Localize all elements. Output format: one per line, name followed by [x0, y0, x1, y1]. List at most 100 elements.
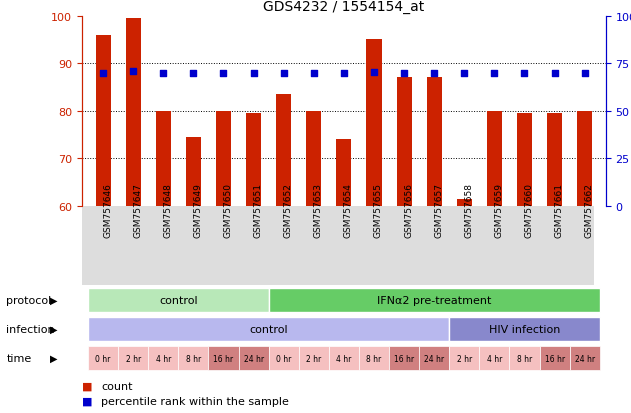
Text: GSM757662: GSM757662 [585, 183, 594, 238]
Text: ■: ■ [82, 396, 93, 406]
Point [128, 68, 138, 75]
Text: 4 hr: 4 hr [156, 354, 171, 363]
Text: GSM757648: GSM757648 [163, 183, 172, 238]
Text: count: count [101, 381, 133, 391]
Text: 24 hr: 24 hr [575, 354, 595, 363]
Bar [276, 95, 292, 206]
Bar [118, 346, 148, 370]
Bar [246, 114, 261, 206]
Text: protocol: protocol [6, 295, 52, 306]
Text: GSM757654: GSM757654 [344, 183, 353, 238]
Text: control: control [159, 295, 198, 306]
Text: 8 hr: 8 hr [367, 354, 382, 363]
Bar [88, 346, 118, 370]
Text: ▶: ▶ [50, 353, 57, 363]
Text: percentile rank within the sample: percentile rank within the sample [101, 396, 289, 406]
Bar [269, 346, 298, 370]
Text: ▶: ▶ [50, 295, 57, 306]
Text: GSM757656: GSM757656 [404, 183, 413, 238]
Text: ▶: ▶ [50, 324, 57, 335]
Point [490, 70, 500, 77]
Text: GSM757653: GSM757653 [314, 183, 323, 238]
Bar [239, 346, 269, 370]
Text: GSM757657: GSM757657 [434, 183, 443, 238]
Text: GSM757649: GSM757649 [193, 183, 203, 238]
Text: GSM757647: GSM757647 [133, 183, 142, 238]
Bar [577, 112, 593, 206]
Point [309, 70, 319, 77]
Point [429, 70, 439, 77]
Bar [547, 114, 562, 206]
Point [188, 70, 198, 77]
Text: infection: infection [6, 324, 55, 335]
Text: GSM757652: GSM757652 [284, 183, 293, 238]
Bar [298, 346, 329, 370]
Text: control: control [249, 324, 288, 335]
Text: 2 hr: 2 hr [457, 354, 472, 363]
Bar [179, 346, 208, 370]
Text: ■: ■ [82, 381, 93, 391]
Text: GSM757659: GSM757659 [495, 183, 504, 238]
Bar [509, 346, 540, 370]
Point [98, 70, 108, 77]
Bar [449, 317, 599, 342]
Point [519, 70, 529, 77]
Text: 16 hr: 16 hr [394, 354, 414, 363]
Text: 4 hr: 4 hr [336, 354, 351, 363]
Bar [427, 78, 442, 206]
Bar [540, 346, 570, 370]
Point [158, 70, 168, 77]
Bar [88, 317, 449, 342]
Text: 0 hr: 0 hr [276, 354, 292, 363]
Bar [480, 346, 509, 370]
Bar [148, 346, 179, 370]
Text: 8 hr: 8 hr [186, 354, 201, 363]
Text: 0 hr: 0 hr [95, 354, 111, 363]
Text: 24 hr: 24 hr [244, 354, 264, 363]
Text: GSM757646: GSM757646 [103, 183, 112, 238]
Text: 2 hr: 2 hr [306, 354, 321, 363]
Text: GSM757655: GSM757655 [374, 183, 383, 238]
Bar [487, 112, 502, 206]
Point [249, 70, 259, 77]
Bar [95, 36, 110, 207]
Point [339, 70, 349, 77]
Text: GSM757650: GSM757650 [223, 183, 232, 238]
Bar [419, 346, 449, 370]
Text: 2 hr: 2 hr [126, 354, 141, 363]
Point [550, 70, 560, 77]
Point [369, 69, 379, 76]
Point [459, 70, 469, 77]
Text: GSM757660: GSM757660 [524, 183, 533, 238]
Point [580, 70, 590, 77]
Text: 16 hr: 16 hr [213, 354, 233, 363]
Text: 24 hr: 24 hr [424, 354, 444, 363]
Text: 16 hr: 16 hr [545, 354, 565, 363]
Bar [389, 346, 419, 370]
Bar [449, 346, 480, 370]
Title: GDS4232 / 1554154_at: GDS4232 / 1554154_at [263, 0, 425, 14]
Text: GSM757651: GSM757651 [254, 183, 262, 238]
Bar [186, 138, 201, 206]
Text: IFNα2 pre-treatment: IFNα2 pre-treatment [377, 295, 492, 306]
Point [279, 70, 289, 77]
Bar [570, 346, 599, 370]
Point [218, 70, 228, 77]
Text: 4 hr: 4 hr [487, 354, 502, 363]
Text: GSM757658: GSM757658 [464, 183, 473, 238]
Bar [336, 140, 351, 206]
Bar [517, 114, 532, 206]
Text: HIV infection: HIV infection [489, 324, 560, 335]
Bar [269, 288, 599, 313]
Bar [216, 112, 231, 206]
Bar [396, 78, 411, 206]
Text: GSM757661: GSM757661 [555, 183, 563, 238]
Bar [329, 346, 359, 370]
Bar [306, 112, 321, 206]
Point [399, 70, 409, 77]
FancyBboxPatch shape [82, 206, 594, 285]
Bar [156, 112, 171, 206]
Bar [367, 40, 382, 206]
Text: 8 hr: 8 hr [517, 354, 532, 363]
Bar [457, 199, 472, 206]
